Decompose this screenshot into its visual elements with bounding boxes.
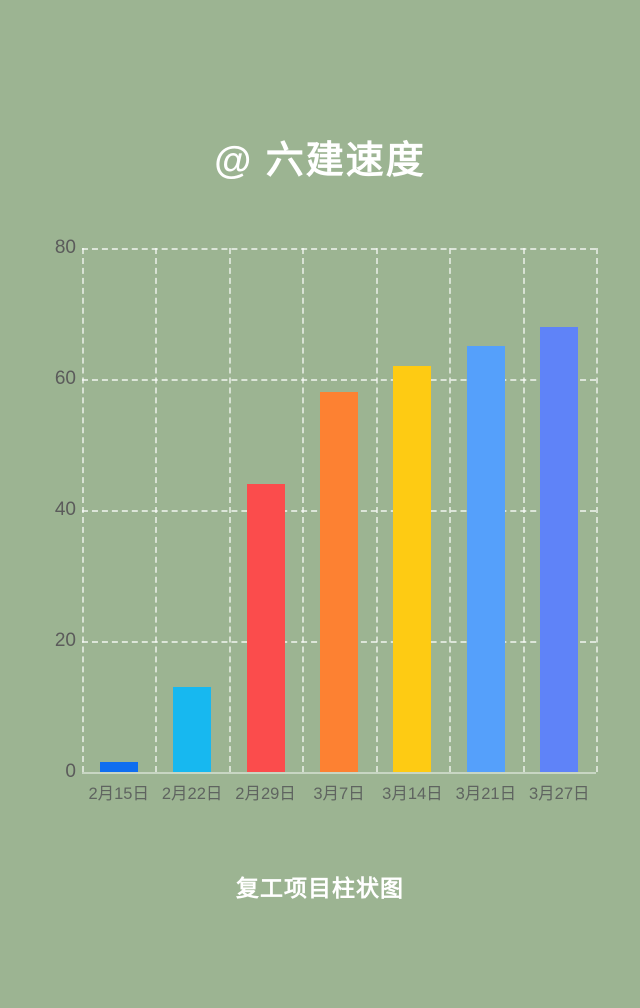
gridline-vertical bbox=[228, 248, 231, 772]
gridline-horizontal bbox=[82, 379, 596, 381]
gridline-vertical bbox=[449, 248, 452, 772]
chart-bar[interactable] bbox=[320, 392, 358, 772]
page-title: @ 六建速度 bbox=[214, 140, 426, 182]
x-axis-tick-label: 2月15日 bbox=[88, 785, 149, 803]
gridline-vertical bbox=[375, 248, 378, 772]
chart-bar[interactable] bbox=[393, 365, 432, 772]
gridline-vertical bbox=[302, 248, 305, 772]
chart-bar[interactable] bbox=[246, 483, 285, 772]
x-axis-tick-label: 3月7日 bbox=[313, 785, 365, 803]
y-axis-tick-label: 60 bbox=[54, 368, 76, 389]
y-axis-tick-label: 80 bbox=[54, 237, 76, 258]
chart-bar[interactable] bbox=[466, 346, 505, 772]
chart-plot-area bbox=[82, 248, 598, 774]
x-axis-tick-label: 3月21日 bbox=[455, 785, 517, 803]
gridline-horizontal bbox=[82, 248, 596, 250]
chart-bar[interactable] bbox=[540, 326, 579, 772]
chart-bar[interactable] bbox=[173, 686, 212, 772]
gridline-horizontal bbox=[82, 772, 596, 774]
y-axis-tick-label: 40 bbox=[54, 499, 76, 520]
x-axis-tick-label: 3月14日 bbox=[382, 785, 443, 803]
chart-bar[interactable] bbox=[99, 762, 138, 772]
x-axis-tick-label: 2月29日 bbox=[235, 785, 296, 803]
y-axis-tick-label: 0 bbox=[65, 761, 76, 782]
gridline-vertical bbox=[82, 248, 84, 772]
gridline-vertical bbox=[596, 248, 598, 772]
x-axis-tick-label: 3月27日 bbox=[529, 785, 590, 803]
gridline-vertical bbox=[155, 248, 158, 772]
chart-caption: 复工项目柱状图 bbox=[236, 875, 404, 901]
gridline-vertical bbox=[522, 248, 525, 772]
x-axis-tick-label: 2月22日 bbox=[161, 785, 223, 803]
y-axis-tick-label: 20 bbox=[54, 630, 76, 651]
